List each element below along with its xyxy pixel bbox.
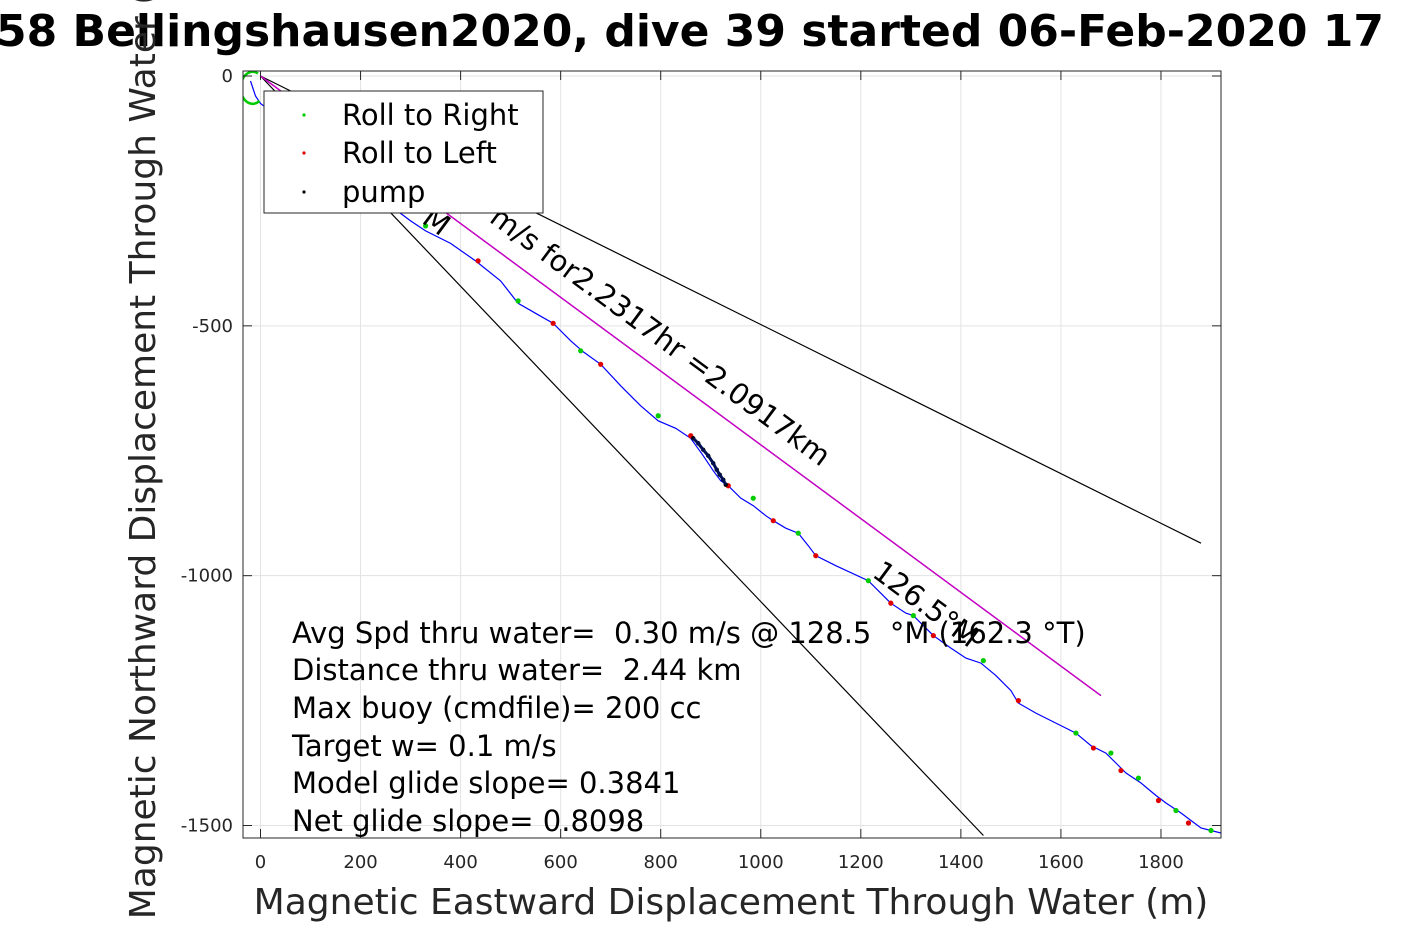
roll-left-point [1155, 797, 1162, 804]
plot-frame [242, 70, 1222, 839]
roll-right-point [655, 413, 661, 419]
x-axis-label: Magnetic Eastward Displacement Through W… [254, 882, 1209, 923]
axis-ticks: 0 200 400 600 800 1000 1200 1400 1600 1800 0 -500 -1… [181, 66, 1221, 873]
x-tick-label: 200 [343, 852, 377, 873]
x-tick-label: 600 [543, 852, 577, 873]
x-tick-label: 1800 [1138, 852, 1184, 873]
roll-right-point [1173, 807, 1179, 814]
grid [243, 71, 1221, 838]
info-net-glide: Net glide slope= 0.8098 [292, 804, 644, 838]
roll-left-point [1015, 697, 1021, 704]
roll-right-point [422, 223, 429, 229]
info-max-buoy: Max buoy (cmdfile)= 200 cc [292, 691, 701, 725]
surface-loop [243, 71, 261, 106]
info-distance: Distance thru water= 2.44 km [292, 653, 742, 687]
legend-label-roll-right: Roll to Right [342, 98, 519, 132]
x-tick-label: 1600 [1038, 852, 1084, 873]
roll-right-point [578, 348, 584, 354]
x-tick-label: 1200 [838, 852, 884, 873]
roll-left-point [888, 600, 894, 606]
legend-marker-pump [302, 190, 306, 194]
roll-left-point [550, 320, 556, 326]
legend-marker-roll-left [302, 151, 306, 155]
roll-right-point [910, 613, 916, 619]
y-tick-label: -1000 [181, 566, 233, 587]
roll-left-point [598, 361, 604, 367]
legend-marker-roll-right [302, 113, 306, 117]
x-tick-label: 400 [443, 852, 477, 873]
legend: Roll to Right Roll to Left pump [263, 90, 544, 214]
roll-left-point [770, 518, 776, 524]
roll-right-point [750, 495, 756, 501]
roll-right-point [980, 658, 986, 664]
info-text-block: Avg Spd thru water= 0.30 m/s @ 128.5 °M … [291, 616, 1086, 838]
roll-left-point [813, 553, 819, 559]
y-tick-label: 0 [222, 66, 233, 87]
legend-label-pump: pump [342, 175, 425, 209]
info-model-glide: Model glide slope= 0.3841 [292, 766, 680, 800]
roll-right-point [515, 298, 521, 304]
roll-left-point [475, 258, 481, 264]
roll-right-point [1135, 775, 1142, 781]
x-tick-label: 800 [644, 852, 678, 873]
y-tick-label: -1500 [181, 816, 233, 837]
marker-points [422, 223, 1214, 834]
info-avg-speed: Avg Spd thru water= 0.30 m/s @ 128.5 °M … [292, 616, 1086, 650]
legend-box [263, 90, 544, 214]
x-tick-label: 0 [255, 852, 266, 873]
roll-left-point [930, 633, 936, 639]
x-tick-label: 1000 [738, 852, 784, 873]
roll-right-point [1208, 827, 1214, 834]
roll-right-point [1108, 750, 1114, 756]
roll-left-point [1090, 745, 1097, 751]
roll-right-point [865, 578, 871, 584]
pump-segment [692, 437, 728, 486]
roll-left-point [1185, 820, 1192, 826]
legend-label-roll-left: Roll to Left [342, 136, 497, 170]
y-axis-label: Magnetic Northward Displacement Through … [123, 0, 164, 919]
x-tick-label: 1400 [938, 852, 984, 873]
roll-left-point [1118, 767, 1124, 774]
roll-right-point [1073, 730, 1079, 736]
chart-title: 58 Bellingshausen2020, dive 39 started 0… [0, 6, 1384, 57]
y-tick-label: -500 [192, 316, 233, 337]
roll-right-point [795, 530, 801, 536]
info-target-w: Target w= 0.1 m/s [291, 729, 557, 763]
